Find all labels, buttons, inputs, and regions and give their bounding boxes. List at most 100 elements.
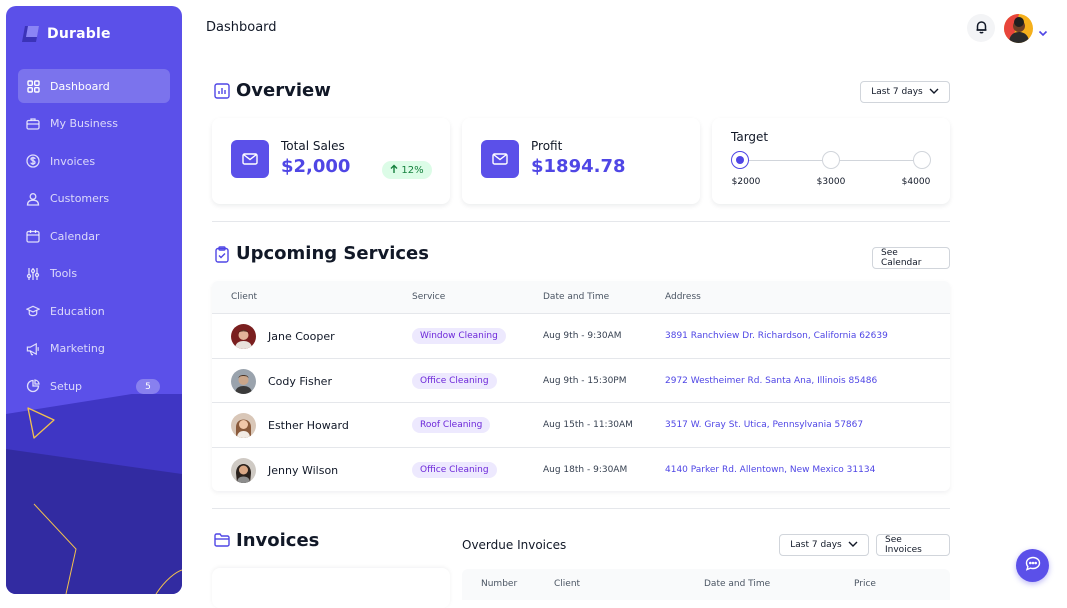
invoices-table-header: Number Client Date and Time Price [462,569,950,600]
column-header: Price [854,579,876,589]
invoices-title: Invoices [214,530,319,551]
upcoming-services-title: Upcoming Services [214,243,429,264]
sidebar-item-tools[interactable]: Tools [18,257,170,291]
service-address[interactable]: 4140 Parker Rd. Allentown, New Mexico 31… [665,464,876,475]
overdue-invoices-title: Overdue Invoices [462,538,567,552]
total-sales-card: Total Sales $2,000 12% [212,118,450,204]
services-table: Client Service Date and Time Address Jan… [212,281,950,491]
table-row[interactable]: Jenny Wilson Office Cleaning Aug 18th - … [212,446,950,492]
profit-card: Profit $1894.78 [462,118,700,204]
target-step-label: $4000 [901,177,931,187]
sidebar-item-label: Marketing [50,342,105,355]
target-card: Target $2000 $3000 $4000 [712,118,950,204]
chevron-down-icon [929,87,939,97]
column-header: Date and Time [704,579,771,589]
brand-name: Durable [47,26,111,42]
profit-label: Profit [531,139,563,153]
column-header: Service [412,292,446,302]
bell-icon [975,19,988,38]
table-row[interactable]: Jane Cooper Window Cleaning Aug 9th - 9:… [212,313,950,358]
briefcase-icon [26,117,40,131]
service-badge: Office Cleaning [412,461,497,478]
service-address[interactable]: 3891 Ranchview Dr. Richardson, Californi… [665,331,888,341]
brand-logo-icon [22,26,39,42]
clipboard-check-icon [214,245,230,263]
service-address[interactable]: 3517 W. Gray St. Utica, Pennsylvania 578… [665,420,864,430]
column-header: Address [665,292,701,302]
column-header: Date and Time [543,292,610,302]
table-header: Client Service Date and Time Address [212,281,950,313]
sidebar-nav: Dashboard My Business Invoices Customers… [18,69,170,407]
avatar [231,324,256,349]
pie-icon [26,379,40,393]
sidebar-item-invoices[interactable]: Invoices [18,144,170,178]
sidebar-item-label: Invoices [50,154,96,168]
section-divider [212,221,950,222]
avatar [231,413,256,438]
see-calendar-button[interactable]: See Calendar [872,247,950,269]
column-header: Client [554,579,581,589]
overview-title: Overview [214,80,331,101]
invoices-range-select[interactable]: Last 7 days [779,534,869,556]
mail-icon [481,140,519,178]
setup-count-badge: 5 [136,379,160,394]
folder-icon [214,532,230,549]
service-datetime: Aug 9th - 9:30AM [543,331,622,341]
user-avatar[interactable] [1004,14,1033,43]
sidebar-item-label: Dashboard [50,79,110,93]
service-badge: Window Cleaning [412,328,506,344]
sidebar-item-calendar[interactable]: Calendar [18,219,170,253]
total-sales-value: $2,000 [281,156,351,177]
grid-icon [26,79,40,93]
client-name: Jane Cooper [268,330,335,343]
section-divider [212,508,950,509]
service-badge: Office Cleaning [412,372,497,389]
target-step-label: $2000 [731,177,761,187]
sidebar-item-setup[interactable]: Setup 5 [18,369,170,403]
sidebar-item-my-business[interactable]: My Business [18,107,170,141]
bar-chart-icon [214,82,230,99]
see-invoices-button[interactable]: See Invoices [876,534,950,556]
table-row[interactable]: Cody Fisher Office Cleaning Aug 9th - 15… [212,357,950,403]
sidebar-item-customers[interactable]: Customers [18,182,170,216]
client-name: Esther Howard [268,419,349,432]
sidebar-item-label: Calendar [50,229,100,243]
avatar [231,368,256,394]
notifications-button[interactable] [967,14,995,42]
sidebar-item-label: Education [50,304,105,318]
calendar-icon [26,229,40,243]
page-title: Dashboard [206,20,277,35]
dollar-icon [26,154,40,168]
column-header: Number [481,579,518,589]
overview-range-select[interactable]: Last 7 days [860,81,950,103]
target-step-4000[interactable] [913,151,931,169]
growth-badge: 12% [382,161,432,179]
chat-bubble-icon [1025,556,1041,575]
sidebar-item-label: Setup [50,379,83,393]
target-step-3000[interactable] [822,151,840,169]
sidebar-item-education[interactable]: Education [18,294,170,328]
total-sales-label: Total Sales [281,139,345,153]
service-badge: Roof Cleaning [412,417,491,433]
profit-value: $1894.78 [531,156,626,177]
target-label: Target [731,130,769,144]
megaphone-icon [26,342,40,356]
service-datetime: Aug 18th - 9:30AM [543,464,628,475]
chevron-down-icon [848,540,858,550]
mail-icon [231,140,269,178]
brand[interactable]: Durable [22,26,111,42]
sidebar-item-label: Customers [50,192,110,205]
column-header: Client [231,292,258,302]
sidebar-decoration [6,394,182,594]
sidebar-item-marketing[interactable]: Marketing [18,332,170,366]
table-row[interactable]: Esther Howard Roof Cleaning Aug 15th - 1… [212,402,950,447]
chevron-down-icon[interactable] [1038,22,1048,41]
chat-button[interactable] [1016,549,1049,582]
sidebar-item-dashboard[interactable]: Dashboard [18,69,170,103]
sidebar-item-label: Tools [50,267,78,280]
users-icon [26,192,40,206]
target-step-2000[interactable] [731,151,749,169]
target-step-label: $3000 [816,177,846,187]
service-address[interactable]: 2972 Westheimer Rd. Santa Ana, Illinois … [665,375,878,386]
arrow-up-icon [390,164,398,177]
